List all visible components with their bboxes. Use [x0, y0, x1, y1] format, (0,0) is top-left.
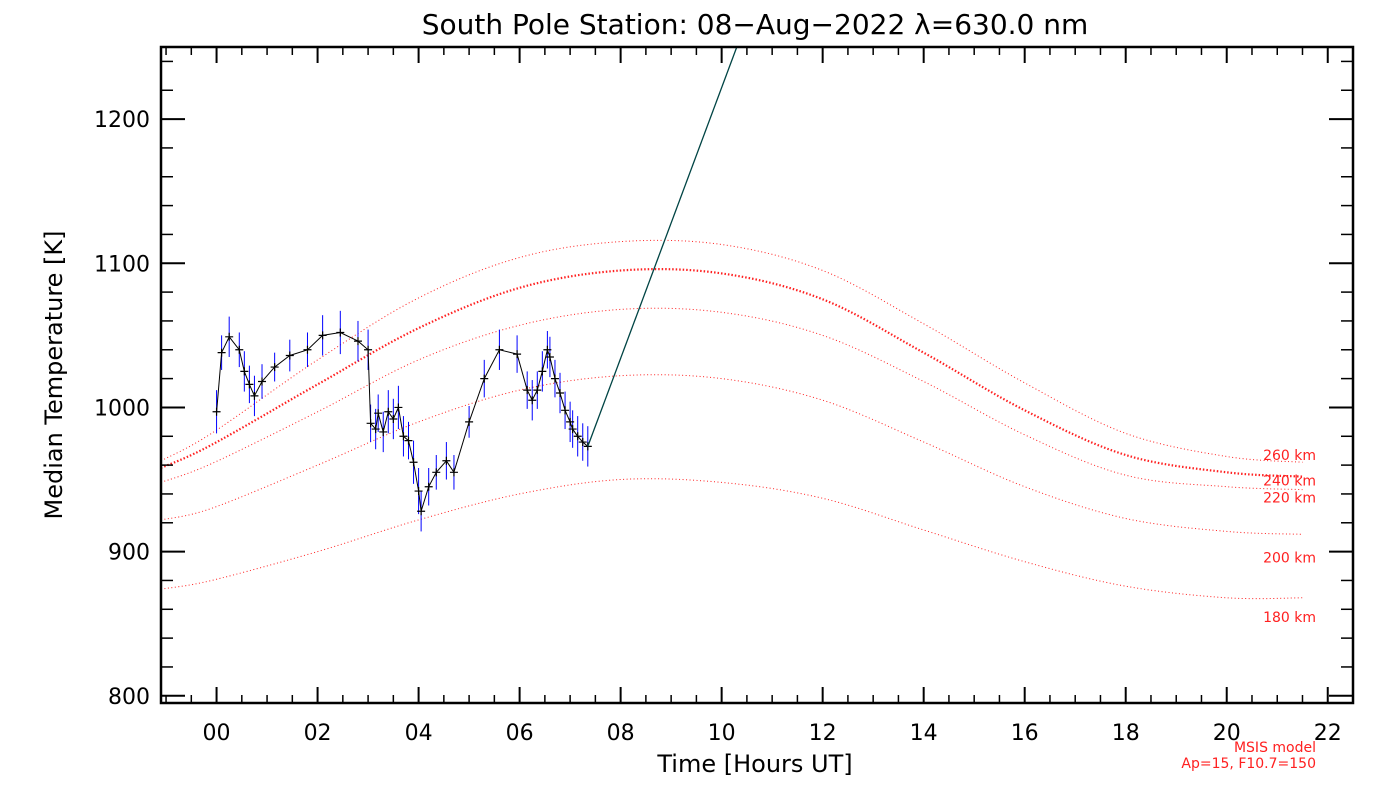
chart-title: South Pole Station: 08−Aug−2022 λ=630.0 … — [422, 8, 1089, 41]
model-curve-240-km — [161, 267, 1303, 478]
x-tick-label: 00 — [203, 721, 231, 746]
x-tick-label: 22 — [1314, 721, 1342, 746]
data-point-marker — [545, 352, 554, 361]
data-point-marker — [424, 482, 433, 491]
y-tick-label: 1200 — [94, 108, 150, 133]
data-point-marker — [561, 406, 570, 415]
y-tick-label: 1000 — [94, 396, 150, 421]
data-point-marker — [258, 377, 267, 386]
measured-series-line — [216, 331, 589, 512]
data-point-marker — [270, 363, 279, 372]
data-point-marker — [250, 391, 259, 400]
model-name-label: MSIS model — [1234, 740, 1316, 756]
model-curves-layer — [161, 239, 1303, 600]
data-point-marker — [449, 468, 458, 477]
y-tick-label: 900 — [108, 541, 150, 566]
trend-line — [587, 47, 738, 447]
measured-data-layer — [212, 47, 738, 532]
data-point-marker — [556, 389, 565, 398]
axis-ticks-layer: 00 02 04 06 08 10 12 14 16 18 20 22 800 900 1000 1100 12… — [94, 47, 1354, 746]
model-curve-200-km — [161, 374, 1303, 535]
data-point-marker — [523, 386, 532, 395]
y-tick-label: 1100 — [94, 252, 150, 277]
data-point-marker — [480, 374, 489, 383]
data-point-marker — [366, 419, 375, 428]
data-point-marker — [573, 432, 582, 441]
data-point-marker — [404, 436, 413, 445]
data-point-marker — [212, 407, 221, 416]
data-point-marker — [578, 438, 587, 447]
x-tick-label: 08 — [607, 721, 635, 746]
data-point-marker — [528, 396, 537, 405]
data-point-marker — [533, 386, 542, 395]
x-tick-label: 06 — [506, 721, 534, 746]
data-point-marker — [235, 345, 244, 354]
y-tick-label: 800 — [108, 685, 150, 710]
data-point-marker — [442, 456, 451, 465]
model-params-label: Ap=15, F10.7=150 — [1181, 756, 1316, 772]
x-axis-label: Time [Hours UT] — [656, 750, 852, 778]
data-point-marker — [364, 345, 373, 354]
data-point-marker — [432, 468, 441, 477]
data-point-marker — [303, 345, 312, 354]
model-label-200-km: 200 km — [1263, 550, 1316, 566]
x-tick-label: 16 — [1011, 721, 1039, 746]
model-label-180-km: 180 km — [1263, 610, 1316, 626]
data-point-marker — [550, 374, 559, 383]
data-point-marker — [217, 348, 226, 357]
data-point-marker — [568, 425, 577, 434]
model-curve-180-km — [161, 478, 1303, 600]
model-label-220-km: 220 km — [1263, 491, 1316, 507]
data-point-marker — [543, 345, 552, 354]
data-point-marker — [495, 345, 504, 354]
data-point-marker — [409, 458, 418, 467]
data-point-marker — [379, 427, 388, 436]
y-axis-label: Median Temperature [K] — [40, 230, 68, 519]
x-tick-label: 04 — [405, 721, 433, 746]
data-point-marker — [245, 380, 254, 389]
x-tick-label: 20 — [1213, 721, 1241, 746]
x-tick-label: 02 — [304, 721, 332, 746]
data-point-marker — [285, 351, 294, 360]
data-point-marker — [399, 432, 408, 441]
data-point-marker — [566, 417, 575, 426]
data-point-marker — [371, 425, 380, 434]
model-label-240-km: 240 km — [1263, 474, 1316, 490]
x-tick-label: 10 — [708, 721, 736, 746]
x-tick-label: 18 — [1112, 721, 1140, 746]
data-point-marker — [336, 328, 345, 337]
data-point-marker — [465, 417, 474, 426]
data-point-marker — [414, 487, 423, 496]
model-curve-220-km — [161, 307, 1303, 491]
data-point-marker — [353, 337, 362, 346]
data-point-marker — [389, 414, 398, 423]
data-point-marker — [240, 367, 249, 376]
plot-frame — [159, 45, 1355, 705]
model-label-260-km: 260 km — [1263, 448, 1316, 464]
data-point-marker — [417, 507, 426, 516]
x-tick-label: 14 — [910, 721, 938, 746]
model-curve-260-km — [161, 239, 1303, 463]
data-point-marker — [513, 350, 522, 359]
data-point-marker — [538, 367, 547, 376]
data-point-marker — [374, 409, 383, 418]
data-point-marker — [225, 332, 234, 341]
data-point-marker — [394, 403, 403, 412]
x-tick-label: 12 — [809, 721, 837, 746]
data-point-marker — [318, 331, 327, 340]
data-point-marker — [384, 407, 393, 416]
